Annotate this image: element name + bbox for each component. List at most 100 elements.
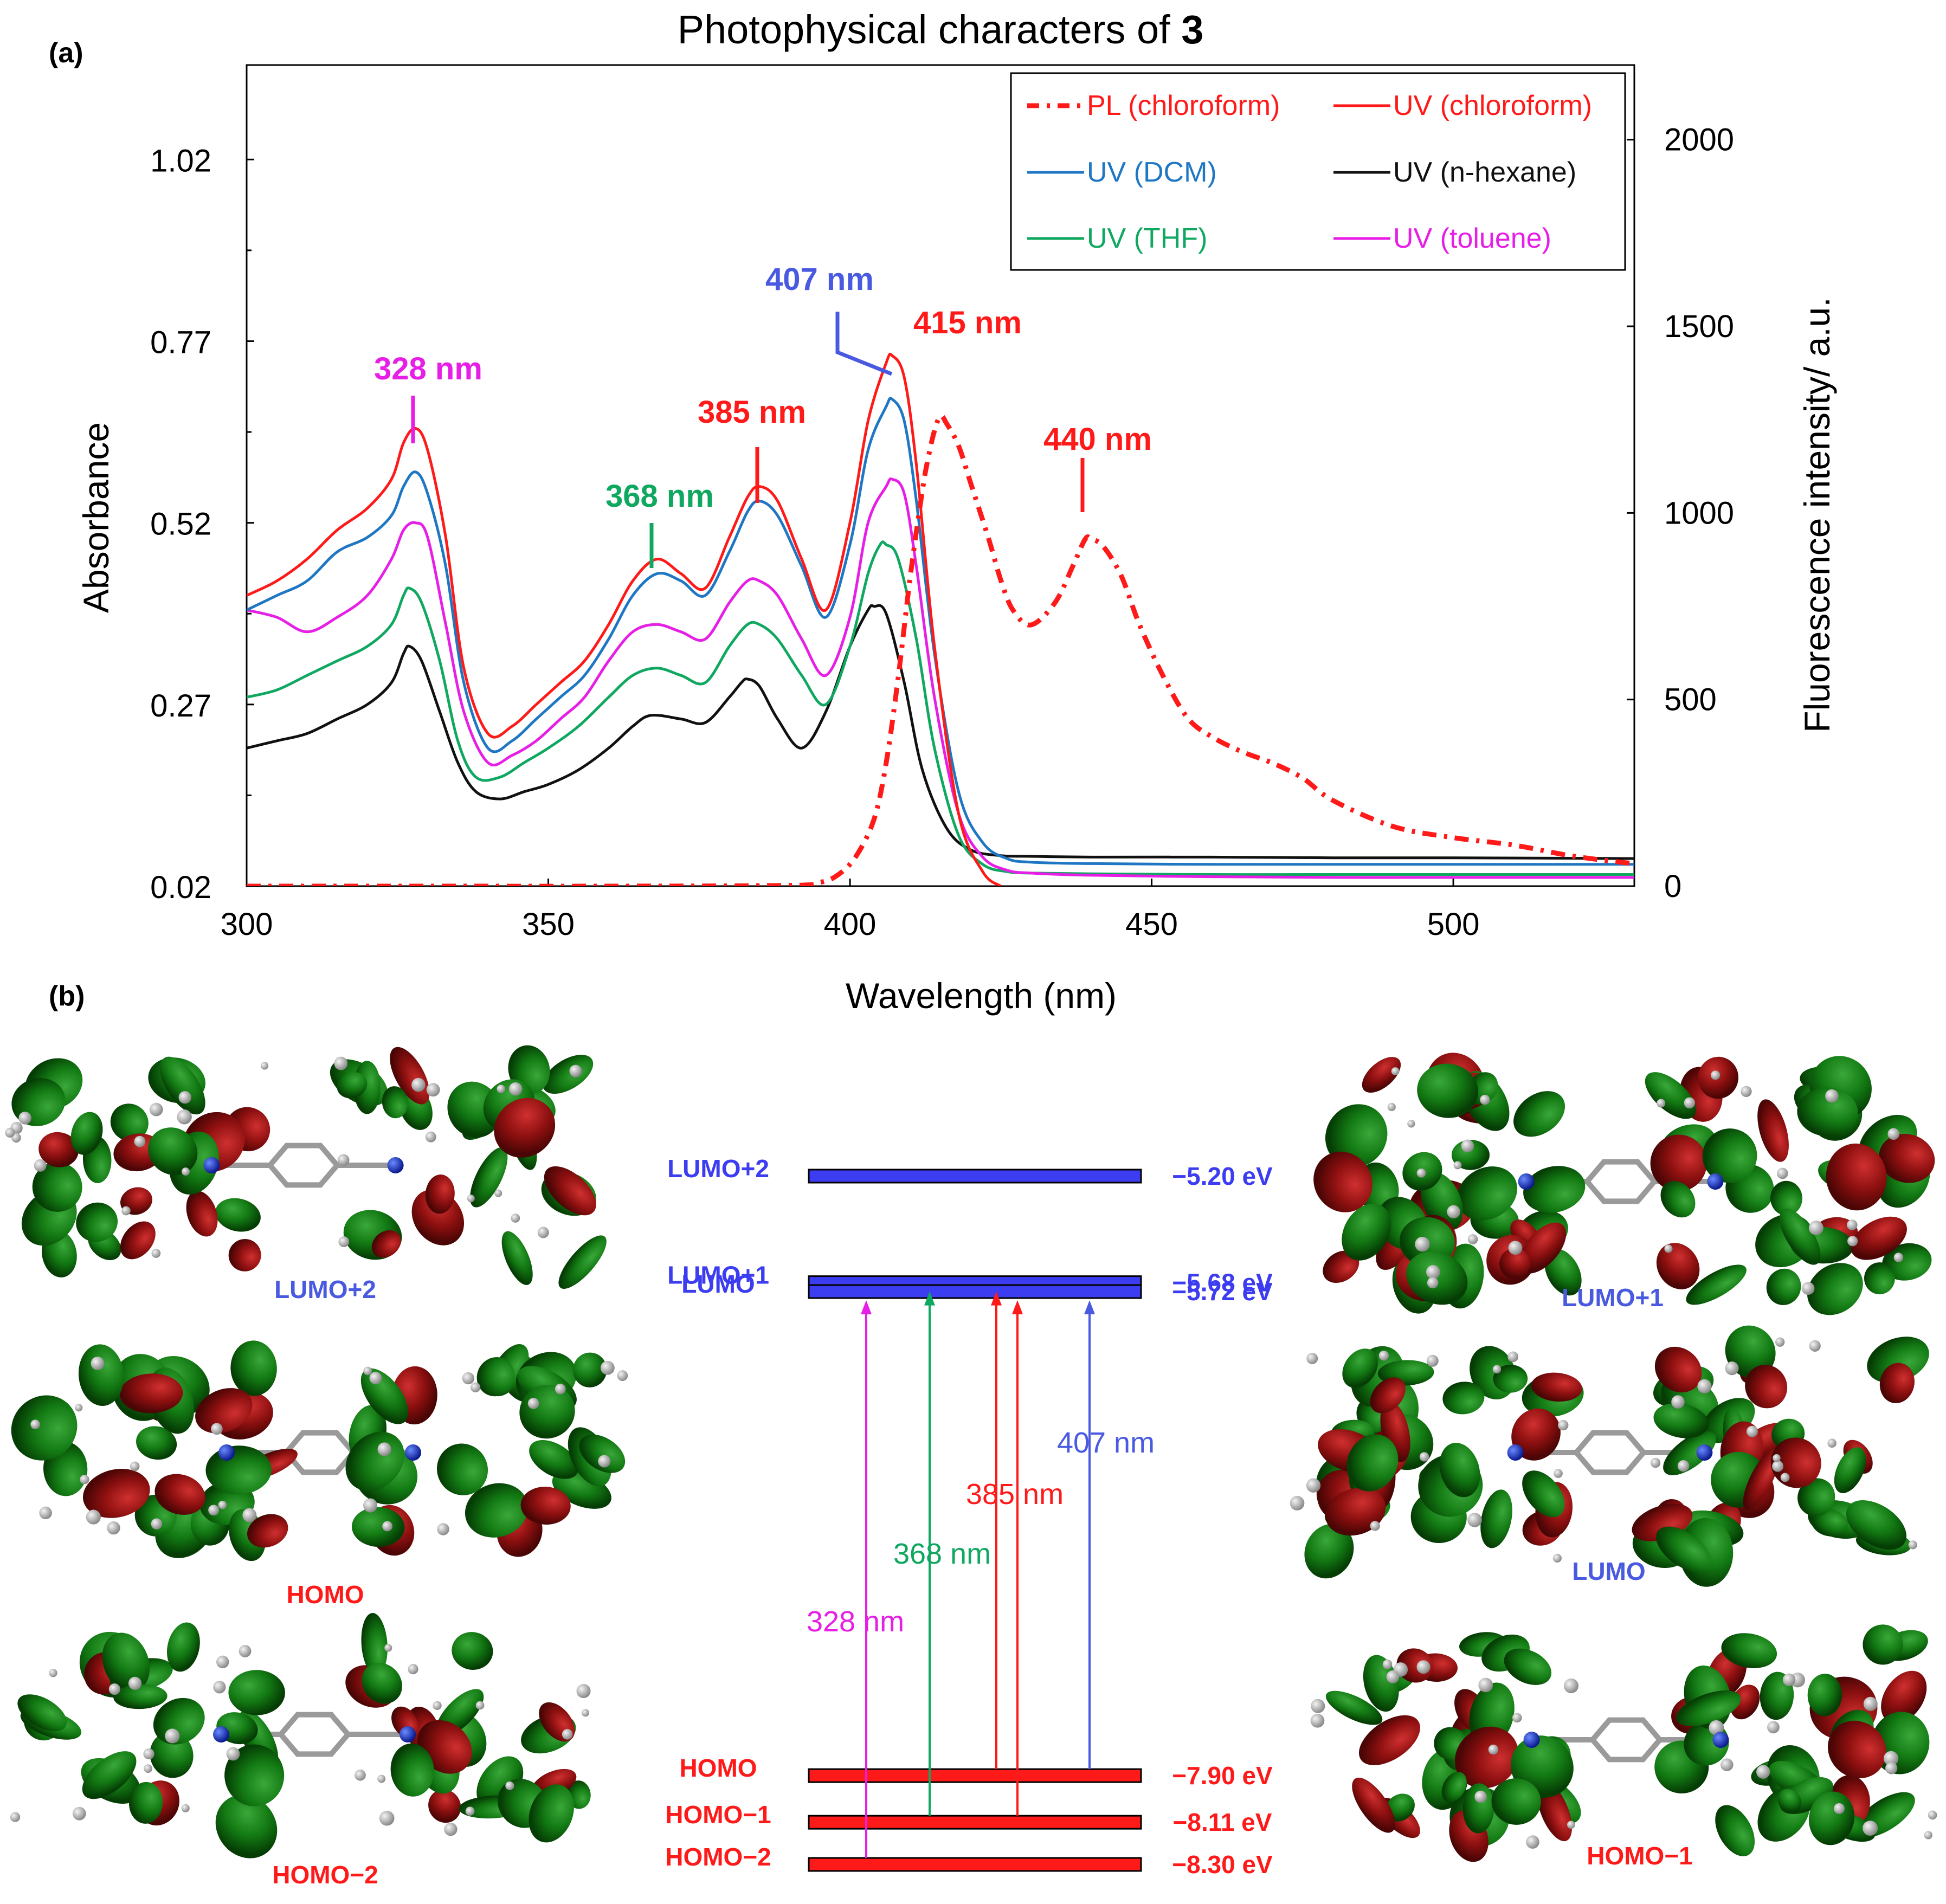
- orbital-lobe: [1522, 1470, 1565, 1518]
- mol-atom: [107, 1521, 120, 1535]
- orbital-lobe: [1882, 1243, 1932, 1281]
- orbital-label-lumo2: LUMO+2: [274, 1275, 376, 1303]
- mol-atom: [1507, 1351, 1519, 1363]
- mol-atom: [1478, 1677, 1493, 1693]
- transition-arrowhead-0: [861, 1300, 872, 1315]
- mol-atom: [377, 1774, 386, 1783]
- mol-atom: [1664, 1244, 1673, 1253]
- orbital-lobe: [82, 1751, 137, 1799]
- mol-atom: [467, 1195, 475, 1203]
- y-tick-label: 0.27: [150, 688, 211, 724]
- orbital-lobe: [215, 1795, 278, 1858]
- orbital-lobe: [38, 1132, 79, 1167]
- orbital-lobe: [1743, 1448, 1780, 1510]
- orbital-lobe: [1676, 1690, 1741, 1726]
- mol-nitrogen: [399, 1726, 416, 1742]
- annot-407-leader: [835, 312, 893, 376]
- mol-atom: [411, 1077, 426, 1092]
- mol-atom: [369, 1372, 382, 1385]
- mol-atom: [134, 1135, 146, 1147]
- mol-bond: [266, 1143, 341, 1188]
- orbital-lobe: [1358, 1715, 1420, 1766]
- mol-atom: [511, 1214, 520, 1223]
- mol-atom: [337, 1154, 350, 1166]
- mol-atom: [1772, 1460, 1784, 1472]
- mol-atom: [1461, 1139, 1474, 1153]
- mol-atom: [75, 1404, 83, 1412]
- orbital-lobe: [1441, 1772, 1467, 1802]
- legend-label-uv-n-hexane: UV (n-hexane): [1393, 157, 1576, 188]
- orbital-lobe: [1342, 1203, 1391, 1261]
- mol-atom: [1416, 1660, 1430, 1674]
- orbital-lobe: [120, 1221, 156, 1260]
- orbital-lobe: [1523, 1166, 1586, 1213]
- mol-atom: [1467, 1513, 1482, 1527]
- level-name-homo-2: HOMO−2: [665, 1843, 771, 1871]
- level-bar-homo: [808, 1768, 1142, 1783]
- mol-bond: [1573, 1430, 1647, 1475]
- orbital-image-lumo2: [5, 1045, 607, 1289]
- mol-atom: [1863, 1821, 1878, 1836]
- mol-atom: [121, 1206, 131, 1216]
- y2-tick-label: 2000: [1664, 122, 1734, 158]
- mol-atom: [384, 1644, 392, 1652]
- mol-atom: [437, 1523, 449, 1535]
- y-tick-label: 0.52: [150, 507, 211, 542]
- orbital-lobe: [428, 1789, 461, 1823]
- orbital-lobe: [1363, 1655, 1399, 1712]
- y2-tick-label: 500: [1664, 682, 1717, 718]
- mol-atom: [562, 1729, 573, 1740]
- mol-atom: [1488, 1744, 1499, 1755]
- panel-label-a: (a): [49, 37, 83, 69]
- orbital-lobe: [1702, 1128, 1757, 1183]
- orbital-image-homo-1: [1310, 1624, 1937, 1862]
- annot-328-label: 328 nm: [374, 351, 482, 386]
- y-tick-label: 0.02: [150, 870, 211, 905]
- mol-atom: [1447, 1205, 1460, 1218]
- orbital-lobe: [1313, 1151, 1372, 1212]
- orbital-lobe: [247, 1514, 288, 1548]
- mol-atom: [1370, 1521, 1380, 1531]
- annot-440-label: 440 nm: [1043, 422, 1152, 457]
- mol-atom: [1419, 1452, 1429, 1462]
- energy-levels: LUMO+2 −5.20 eV LUMO+1 −5.68 eV LUMO −5.72 eV…: [665, 1154, 1273, 1879]
- chart-title-prefix: Photophysical characters of: [678, 7, 1182, 52]
- mol-atom: [151, 1518, 163, 1529]
- mol-atom: [1558, 1419, 1569, 1431]
- orbital-lobe: [1686, 1264, 1747, 1305]
- orbital-lobe: [390, 1743, 434, 1797]
- level-energy-homo-1: −8.11 eV: [1173, 1808, 1272, 1836]
- mol-atom: [1671, 1395, 1685, 1409]
- mol-atom: [509, 1082, 523, 1096]
- mol-atom: [181, 1804, 190, 1812]
- plot-area-frame: [246, 64, 1635, 887]
- mol-atom: [5, 1127, 15, 1138]
- orbital-lobe: [1826, 1143, 1887, 1211]
- chart-title-compound: 3: [1181, 7, 1203, 52]
- orbital-lobe: [1654, 1346, 1702, 1393]
- mol-atom: [600, 1360, 615, 1375]
- legend-label-uv-chloroform: UV (chloroform): [1393, 90, 1592, 121]
- mol-atom: [1847, 1219, 1858, 1230]
- orbital-lobe: [110, 1103, 149, 1141]
- orbital-lobe: [1725, 1325, 1776, 1378]
- orbital-lobe: [1439, 1443, 1480, 1498]
- mol-atom: [226, 1747, 240, 1761]
- mol-atom: [1801, 1282, 1815, 1295]
- mol-atom: [1684, 1097, 1696, 1109]
- mol-atom: [208, 1505, 220, 1516]
- orbital-lobe: [17, 1694, 67, 1732]
- mol-atom: [1711, 1070, 1721, 1080]
- orbital-lobe: [102, 1632, 150, 1693]
- orbital-lobe: [1519, 1222, 1567, 1274]
- orbital-lobe: [186, 1191, 218, 1237]
- mol-atom: [1552, 1553, 1562, 1563]
- orbital-lobe: [337, 1072, 368, 1099]
- level-energy-homo-2: −8.30 eV: [1172, 1850, 1273, 1879]
- series-line-uv-dcm: [247, 397, 1634, 866]
- mol-nitrogen: [405, 1444, 421, 1461]
- orbital-lobe: [1544, 1249, 1582, 1296]
- orbital-image-homo-2: [10, 1613, 591, 1858]
- orbital-lobe: [543, 1055, 594, 1094]
- series-line-uv-chloroform: [247, 352, 1002, 886]
